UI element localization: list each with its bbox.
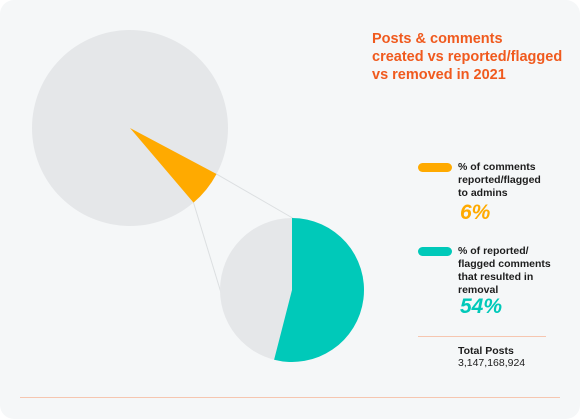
- legend-label-reported: % of comments reported/flagged to admins: [458, 161, 541, 199]
- small-pie-slice-removed: [274, 218, 365, 363]
- chart-title: Posts & comments created vs reported/fla…: [372, 31, 563, 83]
- legend-swatch-orange: [418, 163, 452, 172]
- footer-divider: [20, 397, 560, 398]
- connector-line-top: [216, 173, 297, 221]
- legend-swatch-teal: [418, 247, 452, 256]
- legend-pct-reported: 6%: [460, 201, 491, 224]
- legend-pct-removed: 54%: [460, 295, 503, 318]
- big-pie-slice-reported: [130, 128, 217, 203]
- total-posts-label: Total Posts: [458, 345, 514, 357]
- legend-label-removed: % of reported/ flagged comments that res…: [458, 245, 551, 296]
- legend-divider: [418, 336, 546, 337]
- connector-line-bottom: [193, 202, 223, 297]
- total-posts-value: 3,147,168,924: [458, 357, 526, 369]
